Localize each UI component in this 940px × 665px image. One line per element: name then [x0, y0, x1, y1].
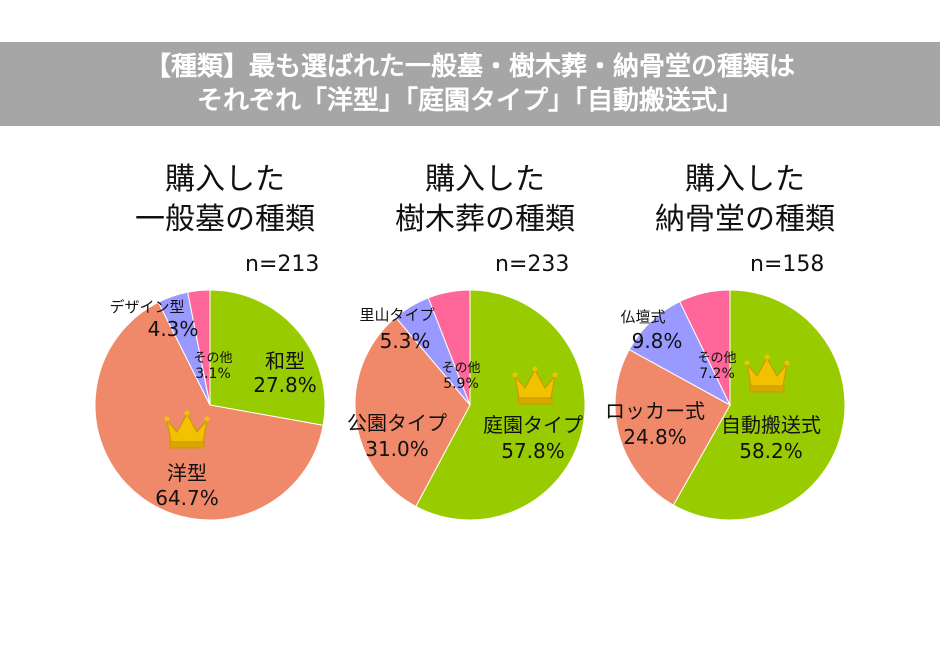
chart-title: 購入した 樹木葬の種類 — [355, 160, 615, 240]
slice-label-0: 庭園タイプ — [483, 413, 583, 437]
chart-title: 購入した 一般墓の種類 — [95, 160, 355, 240]
slice-label-3: その他 — [441, 361, 480, 376]
title-line-1: 【種類】最も選ばれた一般墓・樹木葬・納骨堂の種類は — [144, 52, 795, 82]
crown-icon — [164, 410, 210, 449]
slice-value-1: 24.8% — [623, 425, 687, 449]
pie-slice-1 — [614, 348, 731, 506]
chart-title-line-1: 購入した — [165, 162, 285, 197]
slice-value-1: 31.0% — [365, 437, 429, 461]
slice-label-2: 里山タイプ — [359, 306, 434, 324]
pie-slice-0 — [209, 289, 326, 426]
slice-value-3: 7.2% — [699, 366, 735, 382]
pie-slice-3 — [427, 289, 471, 406]
slice-value-3: 5.9% — [443, 376, 479, 392]
chart-ippanbo: 購入した 一般墓の種類 n=213 和型 27.8% 洋型 64.7% デザイン型 4.3… — [94, 160, 395, 560]
pie-slice-3 — [187, 289, 211, 406]
pie-slice-1 — [94, 301, 324, 521]
crown-icon — [744, 354, 790, 393]
chart-jumokuso: 購入した 樹木葬の種類 n=233 庭園タイプ 57.8% 公園タイプ 31.0% 里山… — [347, 160, 655, 560]
slice-value-0: 27.8% — [253, 373, 317, 397]
slice-label-1: ロッカー式 — [605, 399, 705, 423]
slice-value-0: 58.2% — [739, 439, 803, 463]
sample-size: n=233 — [495, 252, 570, 277]
chart-title-line-2: 一般墓の種類 — [135, 202, 315, 237]
chart-title-line-2: 樹木葬の種類 — [395, 202, 575, 237]
slice-label-0: 自動搬送式 — [721, 413, 821, 437]
slice-value-3: 3.1% — [195, 366, 231, 382]
pie-slice-0 — [672, 289, 846, 521]
chart-title: 購入した 納骨堂の種類 — [615, 160, 875, 240]
slice-label-0: 和型 — [265, 349, 305, 373]
slice-value-2: 9.8% — [632, 329, 683, 353]
slice-label-2: デザイン型 — [109, 298, 184, 316]
slice-value-0: 57.8% — [501, 439, 565, 463]
title-banner: 【種類】最も選ばれた一般墓・樹木葬・納骨堂の種類は それぞれ「洋型」「庭園タイプ… — [0, 42, 940, 126]
slice-value-1: 64.7% — [155, 486, 219, 510]
chart-title-line-1: 購入した — [685, 162, 805, 197]
slice-label-1: 公園タイプ — [347, 411, 447, 435]
chart-nokotsudo: 購入した 納骨堂の種類 n=158 自動搬送式 58.2% ロッカー式 24.8% 仏壇… — [605, 160, 915, 560]
chart-title-line-1: 購入した — [425, 162, 545, 197]
chart-title-line-2: 納骨堂の種類 — [655, 202, 835, 237]
slice-value-2: 4.3% — [148, 317, 199, 341]
sample-size: n=213 — [245, 252, 320, 277]
slice-label-3: その他 — [193, 351, 232, 366]
crown-icon — [512, 366, 558, 405]
slice-label-3: その他 — [697, 351, 736, 366]
pie-slice-3 — [679, 289, 731, 406]
pie-slice-0 — [415, 289, 586, 521]
slice-label-2: 仏壇式 — [620, 308, 665, 326]
slice-value-2: 5.3% — [380, 329, 431, 353]
slice-label-1: 洋型 — [167, 461, 207, 485]
pie-slice-1 — [354, 316, 471, 508]
sample-size: n=158 — [750, 252, 825, 277]
title-line-2: それぞれ「洋型」「庭園タイプ」「自動搬送式」 — [196, 86, 743, 116]
